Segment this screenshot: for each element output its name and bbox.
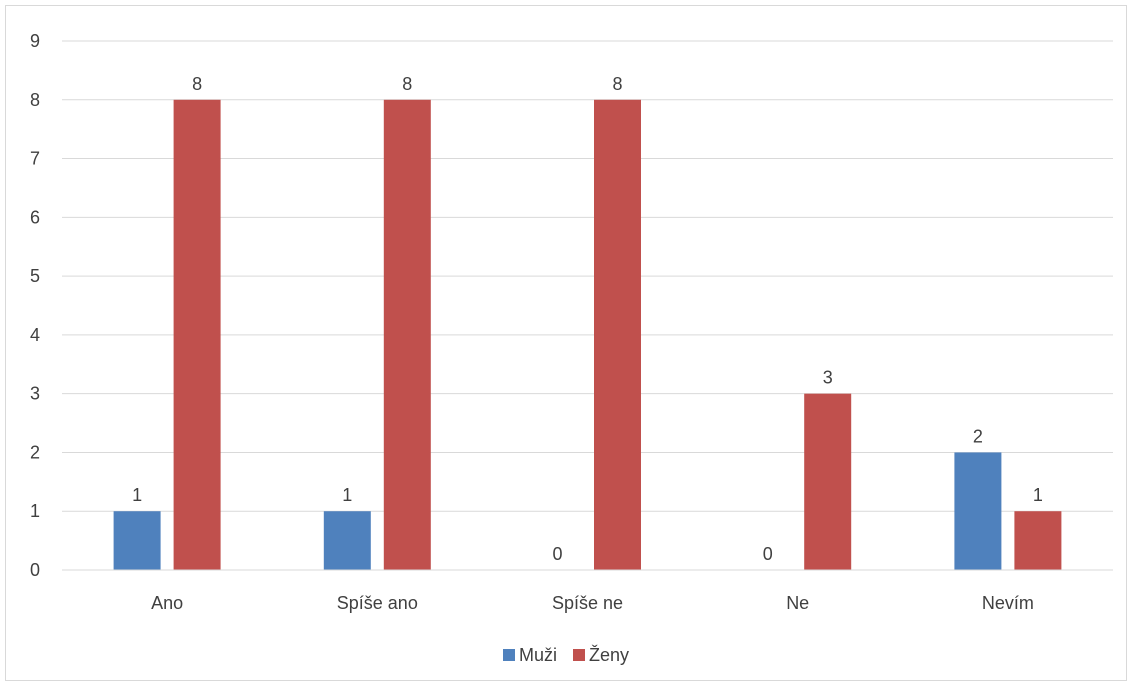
legend-label: Ženy bbox=[589, 645, 629, 665]
data-labels: 1 8 1 8 0 8 0 3 2 1 bbox=[132, 74, 1043, 564]
y-tick-label: 6 bbox=[30, 207, 40, 227]
data-label: 2 bbox=[973, 426, 983, 446]
y-tick-label: 5 bbox=[30, 266, 40, 286]
bars bbox=[113, 99, 1062, 571]
legend-swatch-muzi bbox=[503, 649, 515, 661]
bar-zeny bbox=[594, 99, 641, 571]
data-label: 8 bbox=[192, 74, 202, 94]
data-label: 8 bbox=[612, 74, 622, 94]
x-axis: Ano Spíše ano Spíše ne Ne Nevím bbox=[62, 569, 1113, 613]
data-label: 8 bbox=[402, 74, 412, 94]
x-category-label: Nevím bbox=[982, 593, 1034, 613]
data-label: 3 bbox=[823, 368, 833, 388]
y-tick-label: 2 bbox=[30, 442, 40, 462]
y-axis-tick-labels: 0 1 2 3 4 5 6 7 8 9 bbox=[30, 31, 40, 580]
y-tick-label: 8 bbox=[30, 90, 40, 110]
data-label: 1 bbox=[1033, 485, 1043, 505]
bar-zeny bbox=[173, 99, 221, 571]
y-tick-label: 7 bbox=[30, 149, 40, 169]
x-category-label: Spíše ne bbox=[552, 593, 623, 613]
data-label: 0 bbox=[552, 544, 562, 564]
bar-zeny bbox=[383, 99, 431, 571]
x-category-label: Spíše ano bbox=[337, 593, 418, 613]
y-tick-label: 3 bbox=[30, 384, 40, 404]
bar-muzi bbox=[954, 452, 1002, 570]
gridlines bbox=[62, 40, 1113, 512]
data-label: 1 bbox=[132, 485, 142, 505]
legend: Muži Ženy bbox=[503, 645, 629, 665]
y-tick-label: 1 bbox=[30, 501, 40, 521]
bar-muzi bbox=[113, 511, 161, 570]
y-tick-label: 4 bbox=[30, 325, 40, 345]
y-tick-label: 0 bbox=[30, 560, 40, 580]
bar-zeny bbox=[1014, 511, 1062, 570]
y-tick-label: 9 bbox=[30, 31, 40, 51]
legend-swatch-zeny bbox=[573, 649, 585, 661]
bar-muzi bbox=[323, 511, 371, 570]
bar-zeny bbox=[804, 393, 852, 570]
legend-label: Muži bbox=[519, 645, 557, 665]
data-label: 1 bbox=[342, 485, 352, 505]
data-label: 0 bbox=[763, 544, 773, 564]
x-category-label: Ne bbox=[786, 593, 809, 613]
x-category-label: Ano bbox=[151, 593, 183, 613]
